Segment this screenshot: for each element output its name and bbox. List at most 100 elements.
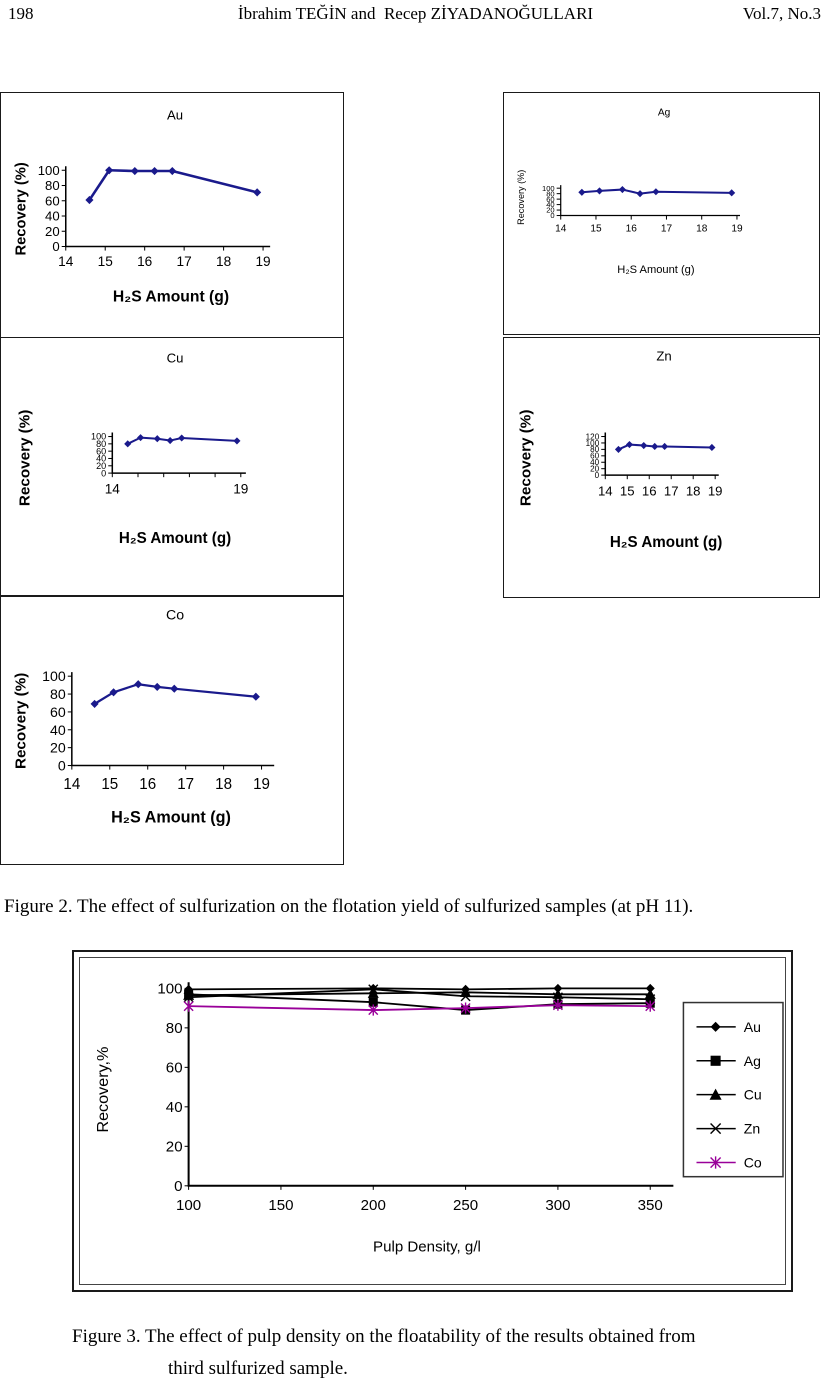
y-tick-label: 20 — [166, 1139, 183, 1156]
y-tick-label: 40 — [50, 723, 66, 739]
x-tick-label: 150 — [268, 1197, 293, 1214]
x-tick-label: 17 — [664, 483, 679, 498]
y-tick-label: 20 — [50, 741, 66, 757]
diamond-marker — [595, 187, 604, 195]
diamond-marker — [710, 1021, 721, 1032]
series-zn — [614, 441, 716, 453]
diamond-marker — [708, 443, 716, 452]
square-marker — [368, 997, 378, 1007]
y-tick-label: 60 — [590, 452, 599, 461]
asterisk-marker — [710, 1156, 722, 1169]
legend: Au Ag Cu Zn Co — [682, 1001, 784, 1178]
y-tick-label: 40 — [45, 209, 60, 224]
axes — [187, 982, 674, 1187]
diamond-marker — [728, 189, 736, 197]
diamond-marker — [153, 682, 162, 691]
y-tick-label: 40 — [546, 200, 554, 209]
chart-title: Au — [167, 107, 183, 122]
diamond-marker — [166, 437, 174, 445]
series-ag — [578, 186, 736, 198]
diamond-marker — [640, 441, 648, 450]
diamond-marker — [251, 692, 260, 701]
y-tick-label: 0 — [58, 758, 66, 774]
y-tick-label: 120 — [586, 432, 600, 441]
cross-marker — [183, 992, 194, 1003]
y-tick-label: 20 — [590, 465, 599, 474]
y-axis-label: Recovery (%) — [12, 673, 29, 769]
y-tick-label: 40 — [590, 458, 599, 467]
y-tick-label: 20 — [546, 206, 554, 215]
legend-label: Co — [744, 1155, 762, 1171]
series-cu — [124, 434, 241, 448]
x-tick-label: 19 — [708, 483, 723, 498]
y-tick-label: 0 — [174, 1178, 182, 1195]
x-tick-label: 14 — [105, 481, 121, 496]
y-tick-label: 0 — [550, 211, 554, 220]
diamond-marker — [233, 437, 241, 445]
x-tick-label: 16 — [137, 254, 153, 269]
series-au — [85, 166, 262, 205]
y-tick-label: 60 — [166, 1060, 183, 1077]
series-zn — [183, 984, 656, 1005]
x-tick-label: 15 — [590, 224, 602, 235]
figure2-chart-cu: Cu 0 20 40 60 80 100 14 19 Recovery (%) H₂S Amount… — [0, 337, 344, 596]
y-tick-label: 60 — [45, 193, 60, 208]
x-tick-label: 15 — [620, 483, 635, 498]
x-axis-label: H₂S Amount (g) — [610, 534, 722, 551]
x-tick-label: 16 — [626, 224, 638, 235]
x-tick-label: 19 — [731, 224, 743, 235]
diamond-marker — [150, 166, 159, 176]
series-co — [90, 680, 260, 708]
diamond-marker — [614, 445, 623, 453]
triangle-marker — [709, 1088, 722, 1100]
y-axis-label: Recovery (%) — [16, 410, 33, 506]
axes — [64, 166, 271, 248]
x-tick-label: 350 — [638, 1197, 663, 1214]
chart-title: Co — [166, 607, 184, 623]
cross-marker — [710, 1123, 722, 1135]
x-tick-label: 17 — [177, 776, 194, 793]
diamond-marker — [130, 166, 139, 176]
x-tick-label: 17 — [177, 254, 192, 269]
x-tick-label: 14 — [598, 483, 613, 498]
diamond-marker — [661, 442, 669, 451]
asterisk-marker — [368, 1004, 379, 1016]
diamond-marker — [253, 188, 262, 197]
cross-marker — [368, 984, 379, 995]
page-number: 198 — [8, 4, 34, 23]
y-tick-label: 20 — [45, 224, 60, 239]
square-marker — [710, 1055, 721, 1066]
y-tick-label: 0 — [101, 468, 106, 478]
figure3-inner-frame: 0 20 40 60 80 100 100 150 200 250 300 350 Recovery,%… — [79, 957, 786, 1285]
y-tick-label: 40 — [166, 1099, 183, 1116]
y-tick-label: 0 — [52, 239, 59, 254]
x-tick-label: 250 — [453, 1197, 478, 1214]
paper-title: İbrahim TEĞİN and Recep ZİYADANOĞULLARI — [237, 4, 594, 23]
chart-title: Ag — [658, 107, 670, 118]
pulp-density-chart: 0 20 40 60 80 100 100 150 200 250 300 350 Recovery,%… — [94, 981, 784, 1256]
y-tick-label: 80 — [45, 178, 60, 193]
y-tick-label: 100 — [38, 163, 60, 178]
y-tick-label: 0 — [595, 471, 600, 480]
legend-label: Cu — [744, 1087, 762, 1103]
chart-title: Zn — [656, 348, 671, 363]
y-tick-label: 80 — [50, 687, 66, 703]
cross-marker — [552, 992, 563, 1003]
x-tick-label: 100 — [176, 1197, 201, 1214]
x-tick-label: 18 — [686, 483, 701, 498]
y-tick-label: 100 — [157, 981, 182, 998]
diamond-marker — [645, 983, 655, 993]
y-tick-label: 100 — [586, 439, 600, 448]
diamond-marker — [578, 188, 586, 196]
x-axis-label: H₂S Amount (g) — [113, 288, 229, 305]
figure3-caption-line1: Figure 3. The effect of pulp density on … — [72, 1326, 696, 1347]
figure2-chart-co: Co 0 20 40 60 80 100 14 15 16 17 18 19 Recovery (%) H₂… — [0, 596, 344, 865]
y-tick-label: 60 — [50, 705, 66, 721]
x-axis-label: H₂S Amount (g) — [111, 808, 231, 826]
y-tick-label: 100 — [42, 669, 66, 685]
diamond-marker — [651, 442, 659, 451]
